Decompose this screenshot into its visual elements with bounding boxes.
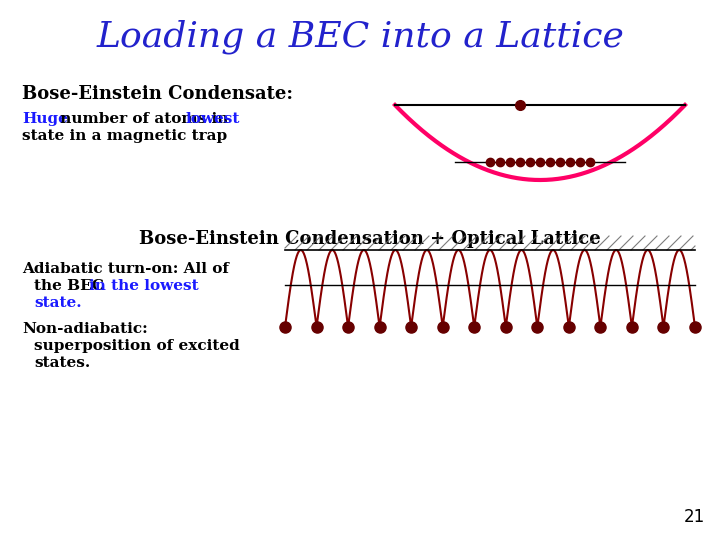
Text: Bose-Einstein Condensation + Optical Lattice: Bose-Einstein Condensation + Optical Lat… [139, 230, 601, 248]
Text: lowest: lowest [186, 112, 240, 126]
Text: Bose-Einstein Condensate:: Bose-Einstein Condensate: [22, 85, 293, 103]
Text: the BEC: the BEC [34, 279, 109, 293]
Text: Adiabatic turn-on: All of: Adiabatic turn-on: All of [22, 262, 229, 276]
Text: 21: 21 [684, 508, 705, 526]
Text: state in a magnetic trap: state in a magnetic trap [22, 129, 227, 143]
Text: states.: states. [34, 356, 90, 370]
Text: superposition of excited: superposition of excited [34, 339, 240, 353]
Text: number of atoms in: number of atoms in [55, 112, 233, 126]
Text: Loading a BEC into a Lattice: Loading a BEC into a Lattice [96, 20, 624, 55]
Text: Huge: Huge [22, 112, 68, 126]
Text: state.: state. [34, 296, 81, 310]
Text: in the lowest: in the lowest [89, 279, 199, 293]
Text: Non-adiabatic:: Non-adiabatic: [22, 322, 148, 336]
